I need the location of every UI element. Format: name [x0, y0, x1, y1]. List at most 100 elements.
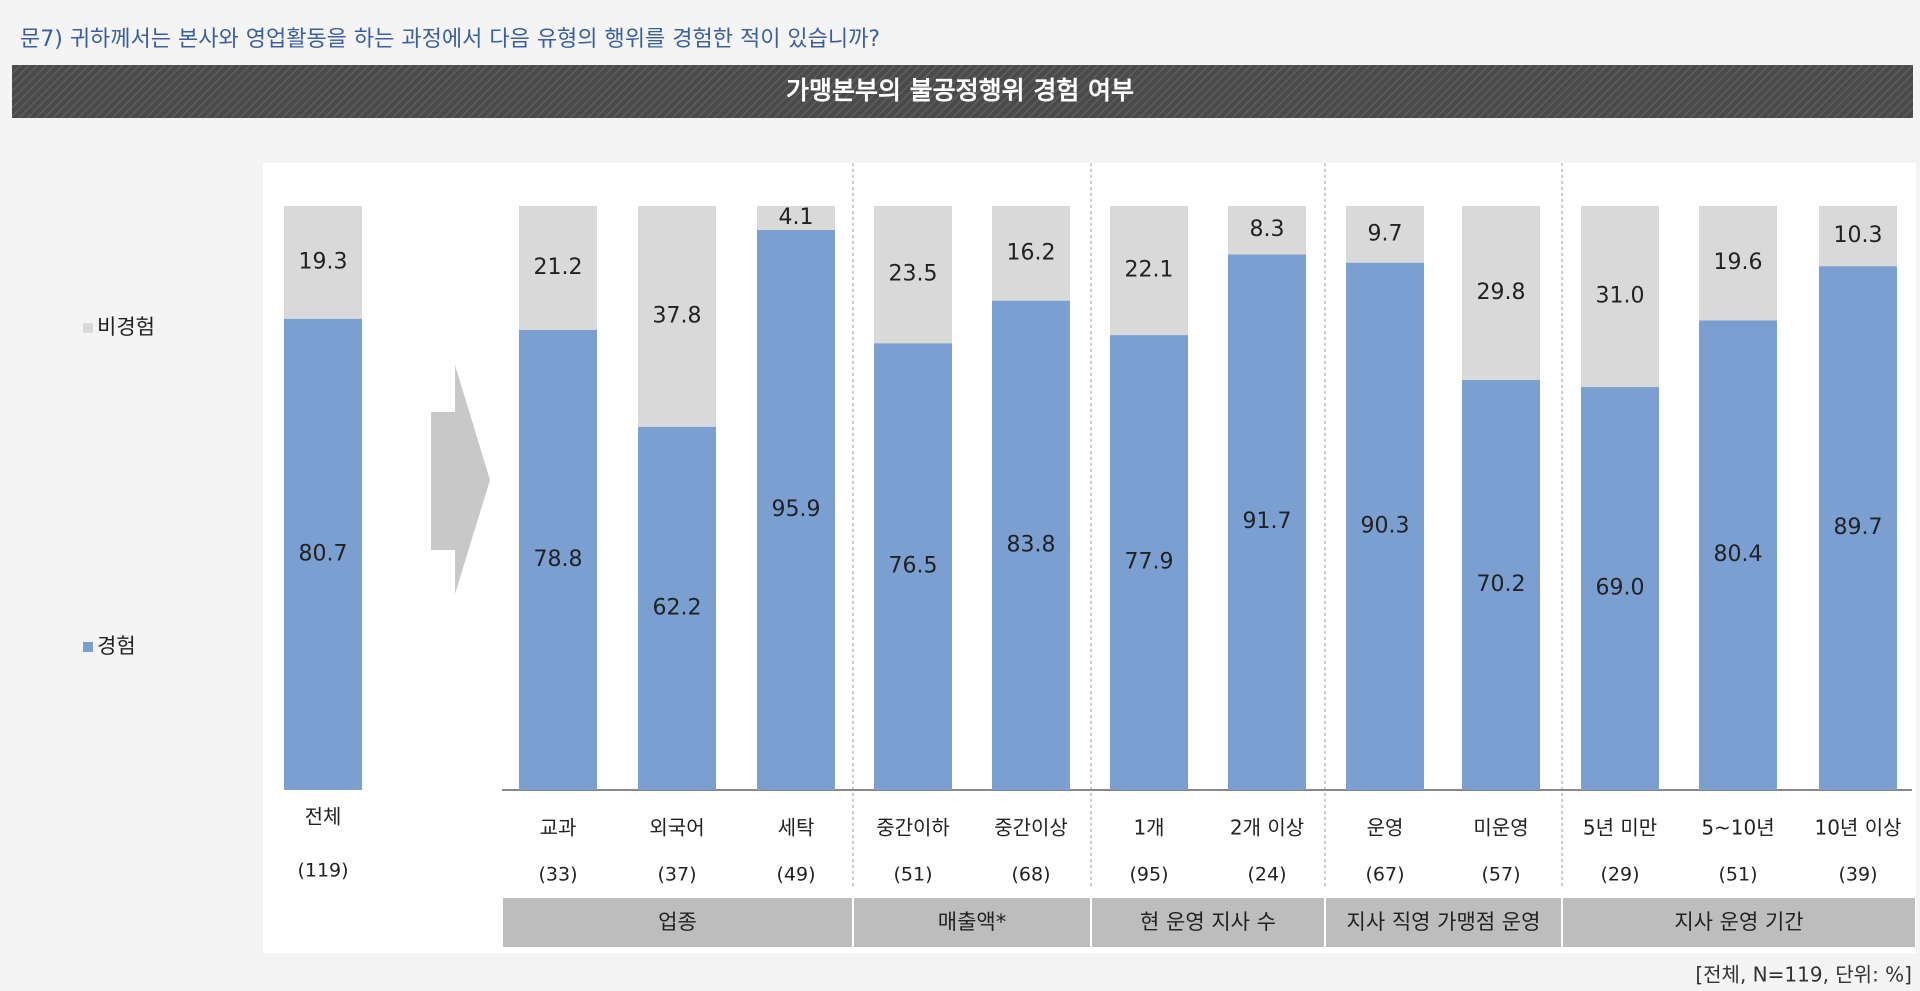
- category-count: (119): [297, 860, 348, 882]
- data-label: 90.3: [1361, 513, 1410, 538]
- data-label: 16.2: [1007, 240, 1056, 265]
- group-label: 현 운영 지사 수: [1140, 910, 1276, 934]
- bar-segment: [1110, 335, 1188, 790]
- category-count: (24): [1247, 864, 1286, 886]
- data-label: 29.8: [1477, 280, 1526, 305]
- plot-panel: [263, 163, 1916, 953]
- bar-segment: [1228, 254, 1306, 791]
- bar-segment: [1346, 262, 1424, 790]
- x-tick-label: 1개: [1133, 816, 1164, 840]
- x-tick-label: 전체: [305, 805, 342, 829]
- data-label: 78.8: [534, 547, 583, 572]
- data-label: 22.1: [1125, 258, 1174, 283]
- data-label: 91.7: [1243, 509, 1292, 534]
- data-label: 95.9: [772, 497, 821, 522]
- bar-segment: [519, 206, 597, 330]
- data-label: 19.3: [299, 249, 348, 274]
- bar-segment: [874, 206, 952, 344]
- legend-swatch: [83, 323, 93, 333]
- category-count: (49): [776, 864, 815, 886]
- data-label: 31.0: [1596, 284, 1645, 309]
- group-label: 지사 직영 가맹점 운영: [1347, 910, 1541, 934]
- legend-swatch: [83, 642, 93, 652]
- bar-segment: [1462, 380, 1540, 790]
- bar-segment: [1110, 206, 1188, 336]
- x-tick-label: 세탁: [778, 816, 815, 840]
- x-tick-label: 2개 이상: [1230, 816, 1304, 840]
- group-label: 지사 운영 기간: [1674, 910, 1803, 934]
- data-label: 62.2: [653, 595, 702, 620]
- x-tick-label: 5년 미만: [1583, 816, 1657, 840]
- category-count: (51): [893, 864, 932, 886]
- bar-segment: [519, 329, 597, 790]
- group-box: [1092, 898, 1324, 947]
- category-count: (33): [538, 864, 577, 886]
- bar-segment: [1581, 387, 1659, 790]
- category-count: (95): [1129, 864, 1168, 886]
- x-tick-label: 운영: [1367, 816, 1404, 840]
- bar-segment: [992, 206, 1070, 301]
- bar-segment: [284, 206, 362, 319]
- question: 문7) 귀하께서는 본사와 영업활동을 하는 과정에서 다음 유형의 행위를 경…: [20, 27, 880, 52]
- category-count: (68): [1011, 864, 1050, 886]
- category-count: (67): [1365, 864, 1404, 886]
- bar-segment: [1346, 206, 1424, 263]
- bar-segment: [874, 343, 952, 790]
- group-box: [854, 898, 1090, 947]
- group-label: 매출액*: [938, 910, 1006, 934]
- data-label: 80.7: [299, 541, 348, 566]
- bar-segment: [1819, 206, 1897, 267]
- bar-segment: [638, 426, 716, 790]
- category-count: (39): [1838, 864, 1877, 886]
- x-tick-label: 5~10년: [1701, 816, 1774, 840]
- data-label: 77.9: [1125, 550, 1174, 575]
- header-bar: [12, 65, 1913, 118]
- x-tick-label: 중간이상: [994, 816, 1068, 840]
- bar-segment: [1819, 266, 1897, 791]
- group-box: [503, 898, 852, 947]
- data-label: 70.2: [1477, 572, 1526, 597]
- category-count: (37): [657, 864, 696, 886]
- group-box: [1563, 898, 1915, 947]
- group-box: [1326, 898, 1561, 947]
- data-label: 10.3: [1834, 223, 1883, 248]
- category-count: (57): [1481, 864, 1520, 886]
- bar-segment: [638, 206, 716, 427]
- x-tick-label: 교과: [540, 816, 577, 840]
- bar-segment: [992, 300, 1070, 790]
- data-label: 83.8: [1007, 532, 1056, 557]
- bar-segment: [1699, 320, 1777, 790]
- x-tick-label: 중간이하: [876, 816, 950, 840]
- legend-label: 비경험: [97, 315, 155, 339]
- bar-segment: [1699, 206, 1777, 321]
- category-count: (29): [1600, 864, 1639, 886]
- bar-segment: [757, 206, 835, 230]
- data-label: 37.8: [653, 303, 702, 328]
- data-label: 69.0: [1596, 576, 1645, 601]
- footnote: [전체, N=119, 단위: %]: [1695, 963, 1912, 987]
- data-label: 23.5: [889, 262, 938, 287]
- data-label: 8.3: [1250, 217, 1285, 242]
- x-tick-label: 외국어: [649, 816, 704, 840]
- data-label: 89.7: [1834, 515, 1883, 540]
- chart-title: 가맹본부의 불공정행위 경험 여부: [786, 76, 1134, 105]
- bar-segment: [1228, 206, 1306, 255]
- bar-segment: [1462, 206, 1540, 381]
- data-label: 9.7: [1368, 221, 1403, 246]
- group-label: 업종: [658, 910, 697, 934]
- bar-segment: [284, 318, 362, 790]
- bar-segment: [1581, 206, 1659, 388]
- data-label: 21.2: [534, 255, 583, 280]
- data-label: 76.5: [889, 554, 938, 579]
- data-label: 4.1: [779, 205, 814, 230]
- category-count: (51): [1718, 864, 1757, 886]
- data-label: 80.4: [1714, 542, 1763, 567]
- data-label: 19.6: [1714, 250, 1763, 275]
- x-tick-label: 10년 이상: [1814, 816, 1901, 840]
- arrow: [431, 365, 490, 594]
- bar-segment: [757, 229, 835, 791]
- legend-label: 경험: [97, 634, 136, 658]
- x-tick-label: 미운영: [1473, 816, 1528, 840]
